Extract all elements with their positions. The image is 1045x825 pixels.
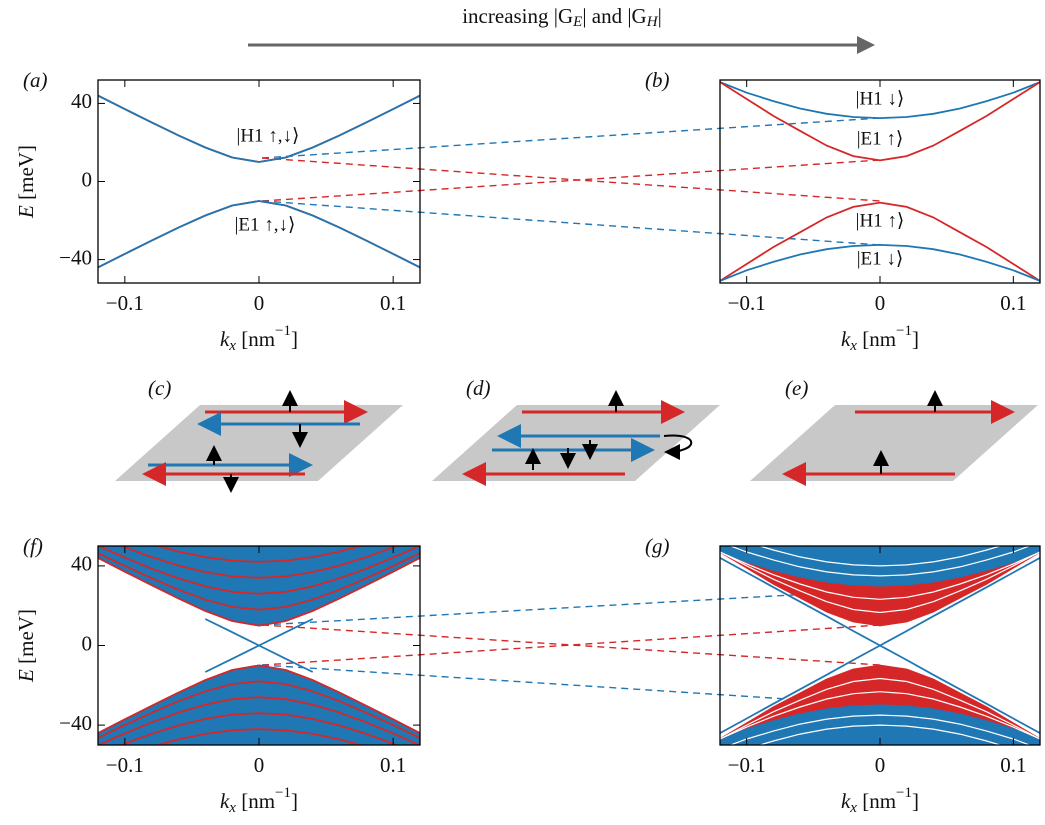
- band-area: [98, 665, 420, 745]
- label-part: [nm: [857, 789, 896, 813]
- label-part: [nm: [236, 327, 275, 351]
- label-part: ]: [291, 327, 298, 351]
- plot-area: [720, 532, 1040, 759]
- x-tick-label: 0: [254, 753, 265, 777]
- schematic-c: (c): [115, 376, 403, 491]
- schematic-d: (d): [432, 376, 720, 481]
- title-part: increasing |G: [462, 4, 573, 28]
- connector: [262, 665, 880, 705]
- label-part: [nm: [857, 327, 896, 351]
- schematic-e: (e): [750, 376, 1038, 481]
- state-label: |E1 ↓⟩: [857, 248, 904, 269]
- plane: [432, 405, 720, 481]
- x-tick-label: 0: [875, 291, 886, 315]
- panel: −0.1 0 0.1 −40 0 40 (a) kx [nm−1] E [meV]: [14, 68, 420, 355]
- state-label: |H1 ↑,↓⟩: [237, 125, 300, 146]
- x-axis-label: kx [nm−1]: [841, 785, 919, 816]
- label-part: E: [14, 669, 38, 683]
- panel-label: (c): [148, 376, 171, 400]
- y-tick-label: 0: [82, 167, 93, 191]
- x-tick-label: 0: [254, 291, 265, 315]
- connector: [262, 158, 880, 201]
- y-tick-label: 40: [71, 552, 92, 576]
- x-tick-label: −0.1: [106, 753, 144, 777]
- x-tick-label: 0.1: [1000, 291, 1026, 315]
- connector: [262, 160, 880, 201]
- label-part: ]: [912, 789, 919, 813]
- x-tick-label: 0.1: [380, 753, 406, 777]
- label-part: [meV]: [14, 609, 38, 669]
- label-part: E: [14, 205, 38, 219]
- figure: increasing |GE| and |GH| (c) (d): [0, 0, 1045, 825]
- x-tick-label: −0.1: [728, 753, 766, 777]
- panel-label: (g): [645, 534, 670, 558]
- connector: [262, 625, 880, 665]
- state-label: |H1 ↑⟩: [856, 210, 905, 231]
- state-label: |H1 ↓⟩: [856, 88, 905, 109]
- x-axis-label: kx [nm−1]: [841, 323, 919, 354]
- title-part: | and |G: [582, 4, 646, 28]
- panel-label: (f): [23, 534, 43, 558]
- state-label: |E1 ↑⟩: [857, 128, 904, 149]
- label-part: −1: [896, 323, 912, 339]
- plane: [750, 405, 1038, 481]
- figure-title: increasing |GE| and |GH|: [462, 4, 662, 31]
- panel-label: (e): [785, 376, 808, 400]
- y-tick-label: −40: [59, 711, 92, 735]
- plot-area: [98, 526, 420, 765]
- panel: −0.1 0 0.1 (b) kx [nm−1]: [645, 68, 1040, 355]
- annotations: |H1 ↑,↓⟩ |E1 ↑,↓⟩ |H1 ↓⟩ |E1 ↑⟩ |H1 ↑⟩ |…: [235, 88, 905, 269]
- panel-label: (a): [23, 68, 48, 92]
- plot-area: [98, 96, 420, 268]
- y-tick-label: 40: [71, 89, 92, 113]
- label-part: −1: [896, 785, 912, 801]
- x-tick-label: −0.1: [106, 291, 144, 315]
- label-part: ]: [912, 327, 919, 351]
- frame: [98, 80, 420, 283]
- y-tick-label: −40: [59, 245, 92, 269]
- panel: −0.1 0 0.1 (g) kx [nm−1]: [645, 532, 1040, 816]
- x-axis-label: kx [nm−1]: [220, 785, 298, 816]
- y-axis-label: E [meV]: [14, 145, 38, 219]
- label-part: ]: [291, 789, 298, 813]
- label-part: [nm: [236, 789, 275, 813]
- x-tick-label: −0.1: [728, 291, 766, 315]
- x-tick-label: 0.1: [380, 291, 406, 315]
- x-tick-label: 0: [875, 753, 886, 777]
- plane: [115, 405, 403, 481]
- title-part: E: [572, 14, 582, 30]
- title-part: |: [658, 4, 662, 28]
- x-tick-label: 0.1: [1000, 753, 1026, 777]
- label-part: [meV]: [14, 145, 38, 205]
- band-area: [98, 546, 420, 626]
- panel-label: (d): [466, 376, 491, 400]
- x-axis-label: kx [nm−1]: [220, 323, 298, 354]
- y-tick-label: 0: [82, 631, 93, 655]
- state-label: |E1 ↑,↓⟩: [235, 214, 296, 235]
- label-part: −1: [275, 785, 291, 801]
- y-axis-label: E [meV]: [14, 609, 38, 683]
- connector: [262, 625, 880, 665]
- label-part: −1: [275, 323, 291, 339]
- panel-label: (b): [645, 68, 670, 92]
